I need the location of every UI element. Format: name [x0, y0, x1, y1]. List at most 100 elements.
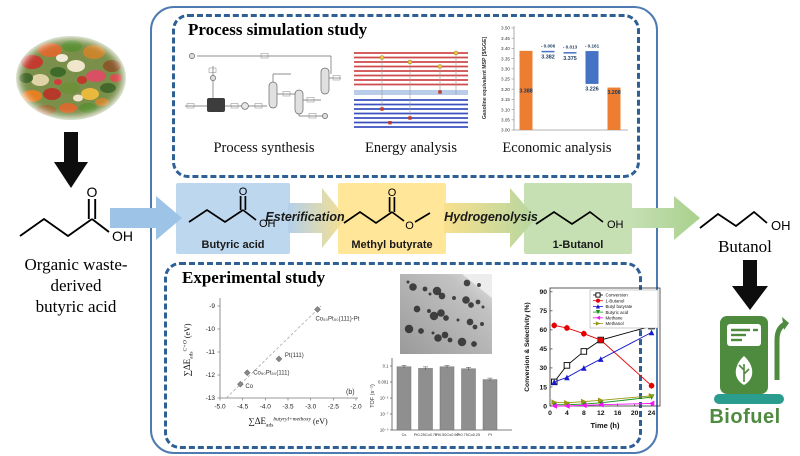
atom-oh: OH [771, 218, 791, 233]
svg-text:Pt0.50Co0.50: Pt0.50Co0.50 [435, 433, 458, 437]
svg-text:4: 4 [565, 410, 569, 417]
methyl-butyrate-structure: O O [343, 187, 431, 232]
svg-text:8: 8 [582, 410, 586, 417]
svg-text:TOF (s⁻¹): TOF (s⁻¹) [370, 384, 376, 408]
svg-text:-5.0: -5.0 [214, 404, 226, 411]
svg-text:10⁻⁵: 10⁻⁵ [380, 396, 389, 401]
outer-frame [150, 6, 658, 454]
svg-text:3.40: 3.40 [501, 46, 510, 51]
svg-text:Pt0.25Co0.75: Pt0.25Co0.75 [414, 433, 437, 437]
svg-text:12: 12 [597, 410, 605, 417]
atom-o: O [388, 187, 397, 199]
economic-analysis-chart: 3.00 3.05 3.10 3.15 3.20 3.25 3.30 3.35 3.40 3.45… [482, 26, 628, 133]
experimental-panel [164, 262, 642, 449]
butanol-product-label: Butanol [718, 237, 772, 256]
tem-image [400, 274, 492, 354]
svg-text:0: 0 [548, 410, 552, 417]
caption-economic-analysis: Economic analysis [502, 140, 612, 156]
butanol-box-label: 1-Butanol [552, 239, 604, 251]
butanol-structure-large: OH [699, 210, 791, 233]
svg-text:Gasoline equivalent MSP [$/GGE: Gasoline equivalent MSP [$/GGE] [482, 37, 488, 120]
butyric-acid-structure-large: O OH [19, 186, 133, 244]
svg-text:Co: Co [402, 433, 407, 437]
svg-text:-11: -11 [206, 349, 215, 356]
svg-text:3.45: 3.45 [501, 36, 510, 41]
svg-text:- 0.161: - 0.161 [585, 44, 600, 49]
process-flowsheet-figure [185, 53, 341, 119]
svg-text:3.00: 3.00 [501, 128, 510, 133]
svg-text:60: 60 [539, 327, 547, 334]
waste-line-1: Organic waste- [24, 255, 128, 274]
svg-text:-2.0: -2.0 [350, 404, 362, 411]
svg-text:-10: -10 [206, 326, 216, 333]
svg-text:3.50: 3.50 [501, 26, 510, 31]
svg-text:-3.0: -3.0 [305, 404, 317, 411]
svg-text:Co₅₀Pt₅₀(111): Co₅₀Pt₅₀(111) [253, 371, 289, 377]
svg-text:0.1: 0.1 [383, 364, 389, 369]
svg-text:3.382: 3.382 [541, 55, 555, 61]
svg-text:Pt: Pt [488, 433, 493, 437]
atom-oh: OH [259, 218, 276, 230]
svg-text:Conversion & Selectivity (%): Conversion & Selectivity (%) [524, 302, 531, 391]
svg-text:0: 0 [543, 403, 547, 410]
svg-text:-4.0: -4.0 [260, 404, 272, 411]
atom-o: O [87, 186, 98, 200]
svg-text:24: 24 [648, 410, 656, 417]
svg-text:10⁻⁷: 10⁻⁷ [380, 412, 389, 417]
svg-text:Co₅₀Pt₅₀(111)-Pt: Co₅₀Pt₅₀(111)-Pt [315, 316, 359, 322]
pump-nozzle [782, 317, 789, 330]
svg-text:-13: -13 [206, 395, 216, 402]
food-waste-image [12, 32, 130, 124]
caption-process-synthesis: Process synthesis [213, 140, 315, 156]
pump-base [714, 394, 784, 404]
svg-text:-9: -9 [209, 303, 215, 310]
svg-text:1-Butanol: 1-Butanol [606, 298, 625, 303]
svg-text:Co: Co [245, 384, 253, 390]
atom-o: O [405, 220, 414, 232]
svg-text:16: 16 [614, 410, 622, 417]
butyric-acid-structure: O OH [188, 186, 276, 230]
svg-text:-12: -12 [206, 372, 216, 379]
svg-text:90: 90 [539, 289, 547, 296]
svg-text:3.10: 3.10 [501, 107, 510, 112]
svg-text:-4.5: -4.5 [237, 404, 249, 411]
svg-text:Butyric acid: Butyric acid [606, 310, 629, 315]
esterification-arrow-icon [288, 188, 346, 248]
butanol-box: OH 1-Butanol [524, 183, 632, 254]
svg-text:20: 20 [631, 410, 639, 417]
svg-text:(b): (b) [346, 389, 355, 396]
svg-text:-3.5: -3.5 [282, 404, 294, 411]
svg-text:3.375: 3.375 [563, 56, 577, 62]
experimental-title: Experimental study [182, 268, 326, 287]
atom-oh: OH [112, 228, 133, 244]
svg-text:3.226: 3.226 [585, 86, 599, 92]
down-arrow-icon [54, 132, 88, 188]
svg-text:∑ΔEadsbutyryl+methoxy (eV): ∑ΔEadsbutyryl+methoxy (eV) [248, 416, 328, 429]
butyric-acid-box: O OH Butyric acid [176, 183, 290, 254]
svg-text:75: 75 [539, 308, 547, 315]
svg-text:15: 15 [539, 384, 547, 391]
atom-o: O [239, 186, 248, 198]
svg-text:Conversion: Conversion [606, 293, 629, 298]
svg-text:3.35: 3.35 [501, 56, 510, 61]
svg-text:Butyl butyrate: Butyl butyrate [606, 304, 633, 309]
atom-oh: OH [607, 219, 624, 231]
conversion-selectivity-chart: 0 4 8 12 16 20 24 0 15 30 45 60 75 90 Time (h) Conversi… [524, 287, 661, 430]
product-arrow-icon [628, 196, 700, 240]
caption-energy-analysis: Energy analysis [365, 140, 457, 156]
waste-source-label: Organic waste- derived butyric acid [0, 254, 152, 317]
waste-line-2: derived [50, 276, 102, 295]
tof-bar-chart: 0.1 0.001 10⁻⁵ 10⁻⁷ 10⁻⁹ TOF (s⁻¹) Co Pt0.25Co0… [370, 358, 512, 437]
butyric-acid-label: Butyric acid [201, 239, 265, 251]
svg-text:3.25: 3.25 [501, 77, 510, 82]
feed-arrow-icon [110, 196, 182, 240]
down-arrow-icon [732, 260, 768, 310]
svg-text:Time (h): Time (h) [590, 421, 620, 430]
methyl-butyrate-label: Methyl butyrate [351, 239, 433, 251]
hydrogenolysis-label: Hydrogenolysis [444, 210, 538, 224]
svg-text:-2.5: -2.5 [328, 404, 340, 411]
svg-text:3.208: 3.208 [607, 90, 621, 96]
svg-text:Methanol: Methanol [606, 321, 624, 326]
simulation-panel [172, 14, 640, 178]
